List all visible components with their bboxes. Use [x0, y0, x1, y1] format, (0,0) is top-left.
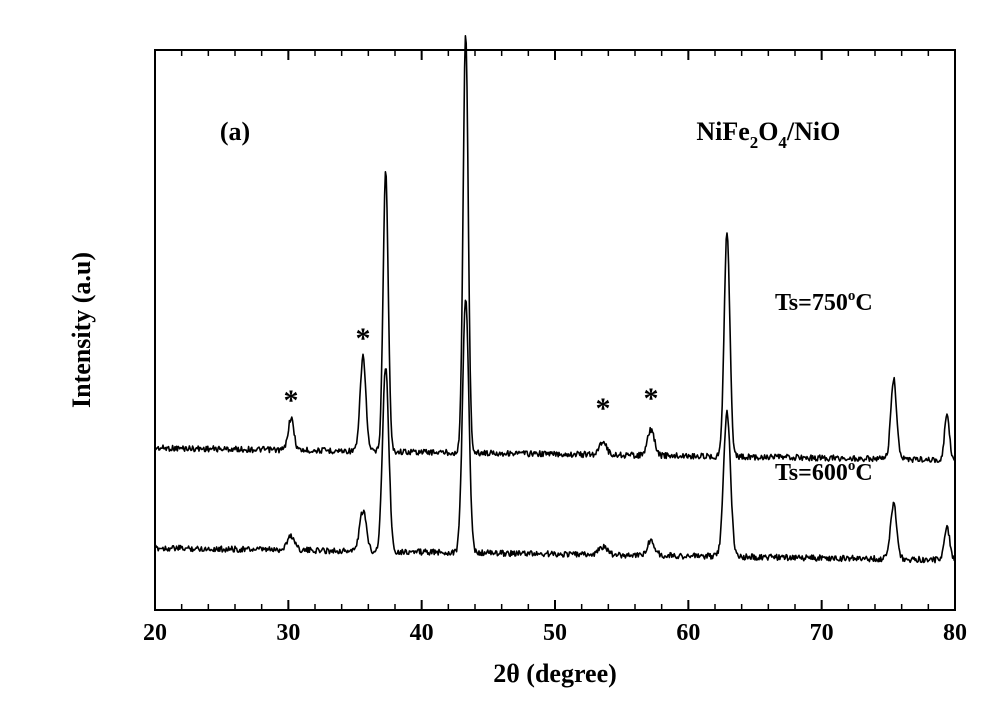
svg-text:20: 20	[143, 620, 167, 646]
star-mark-0-3: *	[644, 382, 659, 415]
star-mark-0-0: *	[284, 384, 299, 417]
svg-text:50: 50	[543, 620, 567, 646]
star-mark-0-1: *	[356, 322, 371, 355]
star-mark-0-2: *	[596, 392, 611, 425]
xrd-trace-1	[155, 300, 955, 562]
chart-title: NiFe2O4/NiO	[696, 117, 840, 152]
xrd-trace-0	[155, 36, 955, 463]
panel-label: (a)	[220, 117, 250, 146]
svg-text:40: 40	[410, 620, 434, 646]
x-axis-label: 2θ (degree)	[493, 659, 617, 688]
xrd-chart: 20 30 40 50 60 70 80 2θ (degree) Intensity (a.u)…	[0, 0, 997, 726]
chart-svg: 20 30 40 50 60 70 80 2θ (degree) Intensity (a.u)…	[0, 0, 997, 726]
series-label-0: Ts=750oC	[775, 288, 873, 316]
series-label-1: Ts=600oC	[775, 458, 873, 486]
svg-text:80: 80	[943, 620, 967, 646]
svg-text:60: 60	[676, 620, 700, 646]
svg-text:70: 70	[810, 620, 834, 646]
y-axis-label: Intensity (a.u)	[67, 252, 96, 408]
svg-text:30: 30	[276, 620, 300, 646]
